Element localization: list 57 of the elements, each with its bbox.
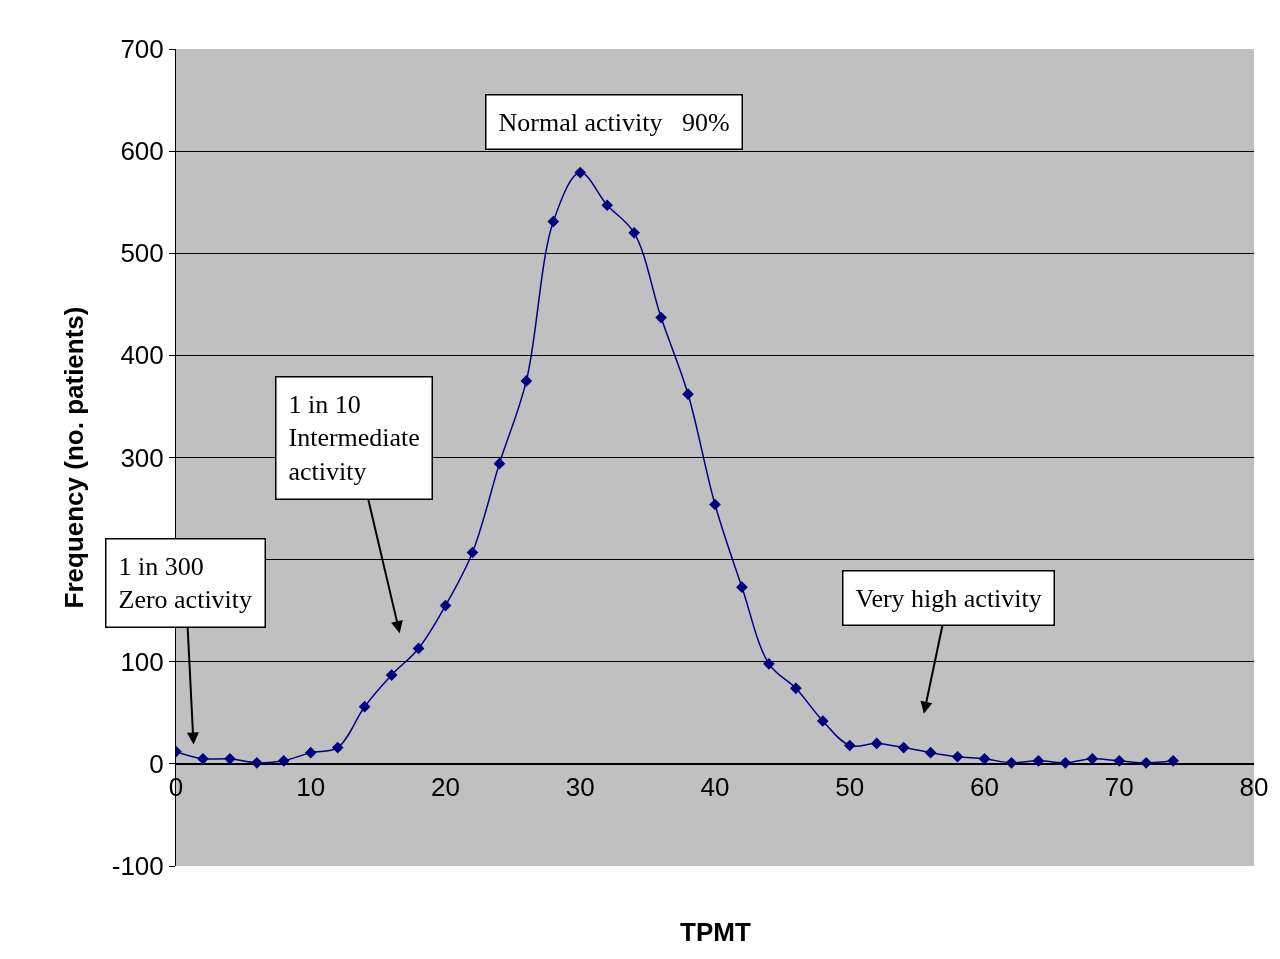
point — [951, 750, 964, 763]
y-tick-label: 700 — [120, 34, 164, 65]
y-tick-label: 600 — [120, 136, 164, 167]
annotation: 1 in 10 Intermediate activity — [288, 389, 420, 487]
annotation: Very high activity — [855, 583, 1042, 613]
y-tick-label: 0 — [149, 748, 164, 779]
y-tick-label: 400 — [120, 340, 164, 371]
point — [304, 746, 317, 759]
x-tick-label: 20 — [431, 772, 460, 803]
y-tick-label: 100 — [120, 646, 164, 677]
point — [1086, 752, 1099, 765]
point — [897, 741, 910, 754]
point — [439, 599, 452, 612]
point — [1113, 754, 1126, 767]
point — [924, 746, 937, 759]
point — [1032, 754, 1045, 767]
point — [385, 669, 398, 681]
point — [870, 737, 883, 750]
point — [574, 166, 587, 179]
point — [412, 642, 425, 655]
y-tick-label: 300 — [120, 442, 164, 473]
x-tick-label: 70 — [1104, 772, 1134, 803]
point — [843, 739, 856, 752]
point — [601, 199, 614, 212]
x-tick-label: 60 — [970, 772, 999, 803]
point — [466, 546, 479, 559]
point — [277, 754, 290, 767]
point — [709, 498, 721, 511]
point — [520, 375, 533, 387]
x-tick-label: 80 — [1239, 772, 1269, 803]
point — [493, 457, 506, 470]
point — [358, 700, 371, 713]
point — [628, 226, 640, 239]
point — [655, 311, 667, 324]
annotation: 1 in 300 Zero activity — [118, 551, 253, 615]
point — [736, 581, 748, 594]
point — [816, 715, 829, 727]
point — [682, 388, 694, 401]
point — [763, 657, 775, 670]
point — [790, 682, 802, 695]
x-tick-label: 10 — [296, 772, 326, 803]
y-tick-label: 500 — [120, 238, 164, 269]
point — [197, 752, 209, 765]
point — [547, 215, 560, 228]
point — [1005, 757, 1018, 769]
y-axis-title: Frequency (no. patients) — [59, 306, 90, 609]
y-tick-label: -100 — [111, 851, 164, 882]
x-tick-label: 50 — [835, 772, 865, 803]
point — [978, 752, 991, 765]
x-tick-label: 40 — [700, 772, 730, 803]
x-axis-title: TPMT — [680, 917, 751, 947]
point — [224, 752, 236, 765]
x-tick-label: 30 — [565, 772, 595, 803]
point — [331, 741, 344, 754]
point — [1167, 754, 1179, 767]
point — [1059, 757, 1072, 769]
annotation: Normal activity 90% — [498, 107, 730, 137]
